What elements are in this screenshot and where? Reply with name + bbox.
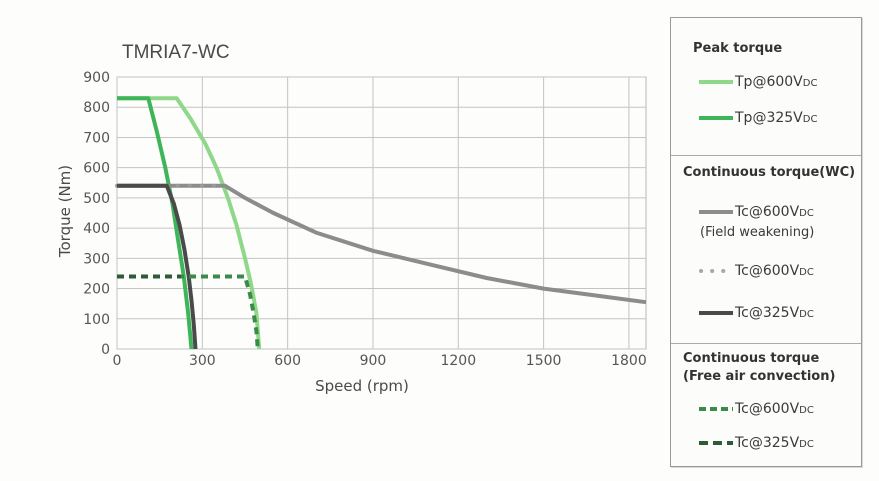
- x-tick-label: 600: [274, 353, 301, 369]
- legend-item-tc600-fw: Tc@600VDC: [699, 204, 814, 220]
- torque-speed-chart: TMRIA7-WC 0 300 600 900 1200 1500 1800 0 100 200…: [56, 42, 647, 395]
- legend-item-tp600: Tp@600VDC: [699, 74, 817, 90]
- x-axis-label: Speed (rpm): [315, 377, 409, 395]
- legend-tp600-label: Tp@600V: [735, 74, 803, 90]
- x-tick-label: 1800: [611, 353, 647, 369]
- y-tick-label: 700: [83, 130, 110, 146]
- legend-air325-sub: DC: [799, 439, 814, 450]
- legend-tc325-sub: DC: [799, 309, 814, 320]
- y-tick-label: 0: [101, 342, 110, 358]
- y-tick-label: 900: [83, 70, 110, 86]
- legend: Peak torque Tp@600VDC Tp@325VDC Continuo…: [670, 17, 862, 467]
- legend-tc600fw-label: Tc@600V: [735, 204, 800, 220]
- legend-air-title-2: (Free air convection): [683, 369, 836, 384]
- series-lines: [115, 96, 647, 350]
- y-tick-label: 100: [83, 312, 110, 328]
- y-tick-label: 400: [83, 221, 110, 237]
- legend-item-tp325: Tp@325VDC: [699, 110, 817, 126]
- legend-wc-title: Continuous torque(WC): [683, 165, 856, 180]
- x-tick-label: 300: [189, 353, 216, 369]
- legend-air600-label: Tc@600V: [735, 401, 800, 417]
- y-axis-ticks: 0 100 200 300 400 500 600 700 800 900: [83, 70, 110, 358]
- legend-air600-sub: DC: [799, 405, 814, 416]
- plot-area: [116, 76, 647, 350]
- legend-item-tc325: Tc@325VDC: [699, 305, 814, 321]
- chart-title: TMRIA7-WC: [122, 42, 230, 63]
- y-tick-label: 600: [83, 161, 110, 177]
- x-tick-label: 1200: [440, 353, 476, 369]
- y-tick-label: 200: [83, 282, 110, 298]
- legend-item-air600: Tc@600VDC: [699, 401, 814, 417]
- legend-air325-label: Tc@325V: [735, 435, 800, 451]
- legend-tc325-label: Tc@325V: [735, 305, 800, 321]
- x-tick-label: 1500: [526, 353, 562, 369]
- legend-wc-section: Continuous torque(WC) Tc@600VDC (Field w…: [671, 155, 861, 344]
- legend-tp325-label: Tp@325V: [735, 110, 803, 126]
- y-axis-label: Torque (Nm): [56, 165, 74, 258]
- legend-item-air325: Tc@325VDC: [699, 435, 814, 451]
- series-line-4: [117, 183, 198, 350]
- x-axis-ticks: 0 300 600 900 1200 1500 1800: [113, 353, 647, 369]
- legend-field-weakening-note: (Field weakening): [700, 225, 815, 240]
- legend-tc600dot-label: Tc@600V: [735, 263, 800, 279]
- series-line-2: [117, 183, 647, 305]
- legend-peak-title: Peak torque: [693, 41, 783, 56]
- grid: [116, 76, 647, 350]
- series-line-5: [117, 274, 260, 350]
- legend-tp325-sub: DC: [802, 114, 818, 125]
- y-tick-label: 300: [83, 251, 110, 267]
- legend-item-tc600-dotted: Tc@600VDC: [699, 263, 814, 279]
- series-line-0: [117, 96, 262, 350]
- x-tick-label: 0: [113, 353, 122, 369]
- x-tick-label: 900: [360, 353, 387, 369]
- legend-tc600fw-sub: DC: [799, 208, 814, 219]
- y-tick-label: 800: [83, 100, 110, 116]
- y-tick-label: 500: [83, 191, 110, 207]
- legend-air-section: Continuous torque (Free air convection) …: [671, 343, 861, 466]
- legend-peak-section: Peak torque Tp@600VDC Tp@325VDC: [671, 18, 861, 156]
- legend-air-title-1: Continuous torque: [683, 351, 820, 366]
- legend-tc600dot-sub: DC: [799, 267, 814, 278]
- legend-tp600-sub: DC: [802, 78, 818, 89]
